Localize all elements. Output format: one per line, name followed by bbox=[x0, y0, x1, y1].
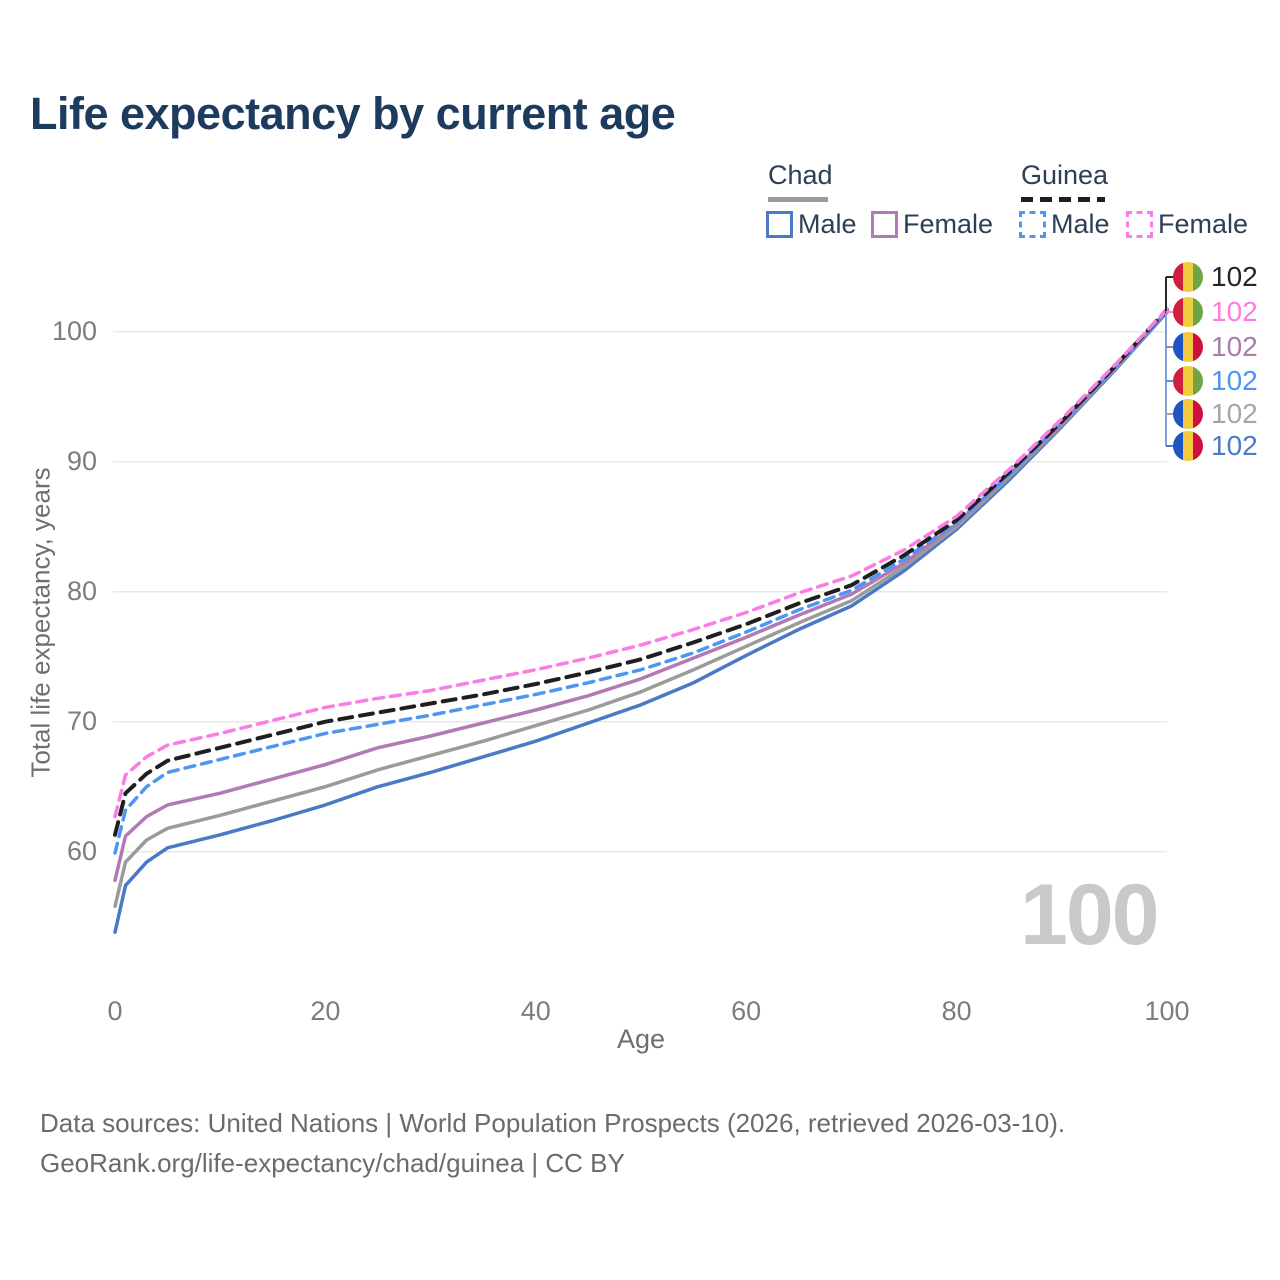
footer-link-line[interactable]: GeoRank.org/life-expectancy/chad/guinea … bbox=[40, 1148, 625, 1178]
chad-flag-icon bbox=[1173, 431, 1203, 461]
chad-male-swatch-icon bbox=[766, 211, 793, 238]
end-label-guinea-male[interactable]: 102 bbox=[1173, 364, 1258, 398]
y-tick-70: 70 bbox=[66, 705, 97, 736]
legend-item-label: Male bbox=[1051, 209, 1110, 239]
y-tick-90: 90 bbox=[66, 445, 97, 476]
series-line-guinea-male[interactable] bbox=[113, 309, 1169, 855]
footer-source-line: Data sources: United Nations | World Pop… bbox=[40, 1108, 1066, 1138]
chad-female-swatch-icon bbox=[871, 211, 898, 238]
series-line-guinea-female[interactable] bbox=[113, 307, 1169, 819]
end-label-value: 102 bbox=[1211, 261, 1258, 292]
end-label-guinea[interactable]: 102 bbox=[1173, 260, 1258, 294]
legend-item-label: Female bbox=[903, 209, 994, 239]
guinea-male-swatch-icon bbox=[1019, 211, 1046, 238]
end-label-chad[interactable]: 102 bbox=[1173, 397, 1258, 431]
legend-group-chad[interactable]: Chad bbox=[768, 160, 833, 190]
legend-item-label: Male bbox=[798, 209, 857, 239]
y-tick-80: 80 bbox=[66, 575, 97, 606]
x-tick-80: 80 bbox=[941, 996, 972, 1026]
chad-flag-icon bbox=[1173, 399, 1203, 429]
age-scrubber-value: 100 bbox=[1020, 867, 1160, 963]
legend: Chad Guinea Male Female Male Female bbox=[0, 160, 1280, 240]
y-tick-100: 100 bbox=[51, 315, 97, 346]
page-title: Life expectancy by current age bbox=[30, 88, 676, 139]
series-line-chad-male[interactable] bbox=[113, 310, 1169, 935]
end-label-chad-female[interactable]: 102 bbox=[1173, 330, 1258, 364]
guinea-flag-icon bbox=[1173, 262, 1203, 292]
guinea-flag-icon bbox=[1173, 297, 1203, 327]
legend-item-guinea-female[interactable]: Female bbox=[1126, 209, 1248, 240]
y-tick-60: 60 bbox=[66, 835, 97, 866]
end-label-chad-male[interactable]: 102 bbox=[1173, 429, 1258, 463]
x-tick-40: 40 bbox=[520, 996, 551, 1026]
series-line-chad[interactable] bbox=[113, 309, 1169, 909]
end-label-guinea-female[interactable]: 102 bbox=[1173, 295, 1258, 329]
end-label-value: 102 bbox=[1211, 331, 1258, 362]
legend-item-label: Female bbox=[1158, 209, 1249, 239]
series-line-guinea[interactable] bbox=[113, 307, 1169, 837]
guinea-female-swatch-icon bbox=[1126, 211, 1153, 238]
chad-flag-icon bbox=[1173, 332, 1203, 362]
legend-underline-guinea bbox=[1021, 197, 1105, 202]
end-label-value: 102 bbox=[1211, 398, 1258, 429]
x-tick-60: 60 bbox=[731, 996, 762, 1026]
legend-item-chad-female[interactable]: Female bbox=[871, 209, 993, 240]
series-line-chad-female[interactable] bbox=[113, 309, 1169, 883]
end-label-value: 102 bbox=[1211, 365, 1258, 396]
legend-item-guinea-male[interactable]: Male bbox=[1019, 209, 1110, 240]
legend-item-chad-male[interactable]: Male bbox=[766, 209, 857, 240]
legend-group-guinea[interactable]: Guinea bbox=[1021, 160, 1109, 190]
legend-underline-chad bbox=[768, 197, 828, 202]
x-tick-100: 100 bbox=[1144, 996, 1190, 1026]
y-axis-title: Total life expectancy, years bbox=[25, 467, 56, 778]
guinea-flag-icon bbox=[1173, 366, 1203, 396]
end-label-value: 102 bbox=[1211, 430, 1258, 461]
x-tick-20: 20 bbox=[310, 996, 341, 1026]
x-tick-0: 0 bbox=[107, 996, 123, 1026]
end-label-value: 102 bbox=[1211, 296, 1258, 327]
x-axis-title: Age bbox=[616, 1024, 666, 1054]
